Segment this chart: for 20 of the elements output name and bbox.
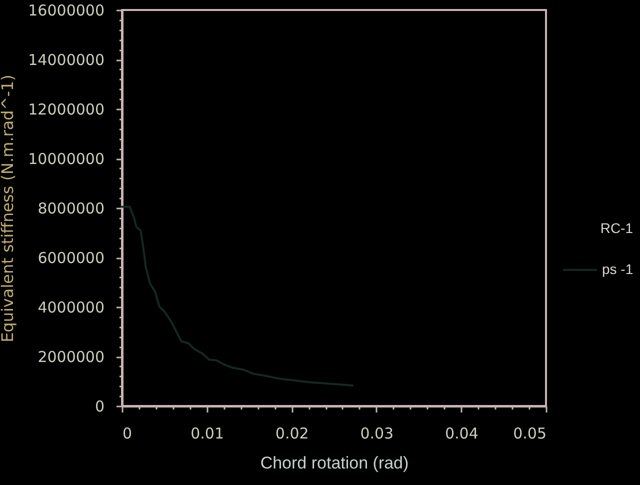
x-tick-label: 0.01 bbox=[190, 424, 224, 442]
y-tick-label: 0 bbox=[94, 398, 104, 416]
y-tick-label: 10000000 bbox=[28, 150, 104, 168]
line-series bbox=[121, 206, 354, 386]
y-axis-title: Equivalent stiffness (N.m.rad^-1) bbox=[0, 74, 18, 342]
legend-title: RC-1 bbox=[600, 220, 634, 236]
x-tick-label: 0.03 bbox=[360, 424, 394, 442]
y-tick-label: 14000000 bbox=[28, 51, 104, 69]
x-tick-label: 0.04 bbox=[444, 424, 478, 442]
x-tick-label: 0.05 bbox=[513, 424, 546, 442]
x-tick-label: 0 bbox=[122, 424, 132, 442]
x-axis-title: Chord rotation (rad) bbox=[260, 454, 409, 472]
y-tick-label: 4000000 bbox=[38, 298, 104, 316]
y-tick-label: 6000000 bbox=[38, 249, 104, 267]
legend-label: ps -1 bbox=[602, 260, 634, 277]
y-tick-label: 8000000 bbox=[38, 200, 104, 218]
y-tick-label: 12000000 bbox=[28, 100, 104, 118]
y-tick-label: 2000000 bbox=[38, 348, 104, 366]
y-tick-label: 16000000 bbox=[28, 2, 104, 20]
x-tick-label: 0.02 bbox=[275, 424, 309, 442]
